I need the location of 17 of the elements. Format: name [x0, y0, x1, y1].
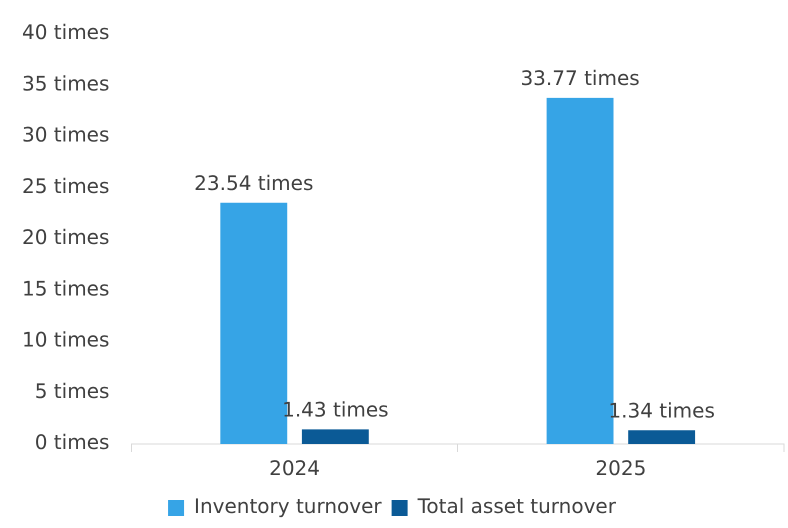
- legend-label: Total asset turnover: [416, 494, 617, 518]
- y-tick-label: 30 times: [22, 122, 110, 147]
- y-tick-label: 0 times: [34, 430, 110, 454]
- y-tick-label: 35 times: [22, 71, 110, 96]
- y-tick-label: 15 times: [22, 276, 110, 300]
- y-tick-label: 20 times: [22, 225, 110, 250]
- x-tick-label: 2024: [269, 456, 320, 480]
- y-tick-label: 25 times: [22, 174, 110, 198]
- y-tick-label: 40 times: [22, 20, 110, 44]
- data-label: 23.54 times: [194, 170, 314, 195]
- y-tick-label: 5 times: [34, 378, 110, 403]
- y-tick-label: 10 times: [22, 328, 110, 352]
- bar: [628, 430, 696, 444]
- bar: [302, 429, 369, 444]
- data-label: 33.77 times: [520, 66, 640, 90]
- x-tick-label: 2025: [595, 456, 646, 480]
- legend-label: Inventory turnover: [194, 494, 382, 518]
